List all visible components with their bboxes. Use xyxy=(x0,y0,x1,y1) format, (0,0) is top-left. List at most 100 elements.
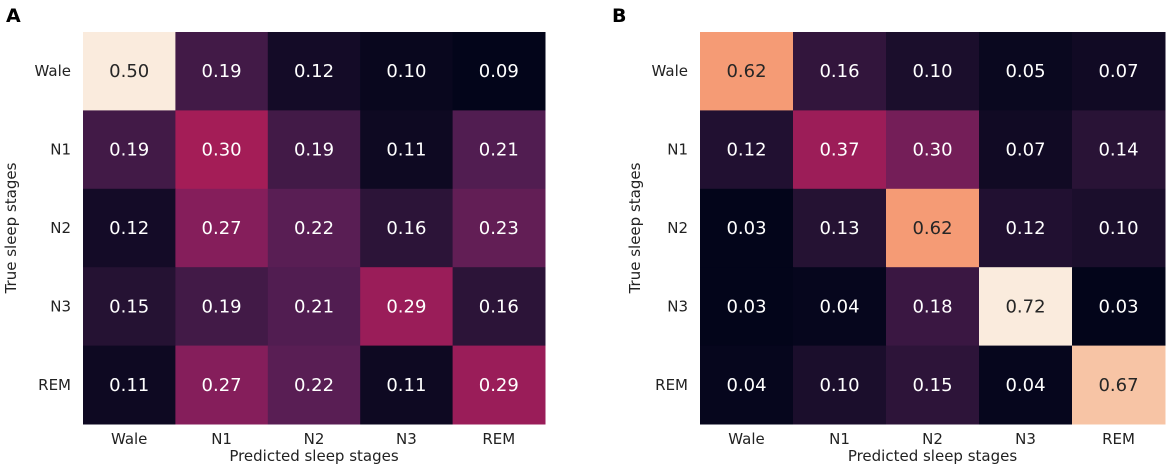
panel-a-cell-label-3-2: 0.21 xyxy=(294,296,334,317)
panel-a-cell-0-0 xyxy=(83,32,176,111)
panel-b-cell-label-2-1: 0.13 xyxy=(819,218,859,239)
panel-a-y-tick-2: N2 xyxy=(50,219,71,237)
panel-b-cell-0-1 xyxy=(793,32,887,111)
panel-a-cell-label-0-3: 0.10 xyxy=(386,61,426,82)
panel-a-x-tick-0: Wale xyxy=(111,430,147,448)
panel-a-cell-2-1 xyxy=(175,188,269,268)
panel-a-cell-label-2-3: 0.16 xyxy=(386,218,426,239)
panel-b-x-tick-1: N1 xyxy=(829,430,850,448)
panel-a-cell-0-4 xyxy=(452,32,546,111)
panel-b-cell-label-2-2: 0.62 xyxy=(912,218,952,239)
panel-b-cell-2-2 xyxy=(886,188,980,268)
panel-b-cell-label-2-4: 0.10 xyxy=(1098,218,1138,239)
panel-b-cell-label-1-1: 0.37 xyxy=(819,140,859,161)
panel-a-cell-0-1 xyxy=(175,32,269,111)
panel-a-x-tick-2: N2 xyxy=(304,430,325,448)
panel-a-y-tick-3: N3 xyxy=(50,297,71,315)
panel-a-cell-3-3 xyxy=(360,267,454,347)
panel-b-cell-label-4-2: 0.15 xyxy=(912,375,952,396)
panel-a-cell-label-4-4: 0.29 xyxy=(479,375,519,396)
panel-a-cell-label-4-0: 0.11 xyxy=(109,375,149,396)
panel-b-cell-label-4-3: 0.04 xyxy=(1005,375,1045,396)
panel-a-cell-label-4-2: 0.22 xyxy=(294,375,334,396)
panel-b-cell-2-3 xyxy=(979,188,1073,268)
panel-b-cell-label-0-2: 0.10 xyxy=(912,61,952,82)
panel-b-cell-4-2 xyxy=(886,345,980,425)
panel-a-cell-label-3-3: 0.29 xyxy=(386,296,426,317)
panel-b-cell-label-3-2: 0.18 xyxy=(912,296,952,317)
panel-b-x-tick-0: Wale xyxy=(728,430,764,448)
panel-b-y-tick-0: Wale xyxy=(652,62,688,80)
panel-b-cell-label-0-1: 0.16 xyxy=(819,61,859,82)
panel-a-cell-label-3-1: 0.19 xyxy=(202,296,242,317)
panel-b-cell-label-1-0: 0.12 xyxy=(726,140,766,161)
panel-b-cell-0-4 xyxy=(1072,32,1166,111)
panel-b-cell-4-0 xyxy=(700,345,794,425)
panel-a-cell-1-3 xyxy=(360,110,454,190)
panel-b-x-tick-3: N3 xyxy=(1015,430,1036,448)
panel-b-cell-label-0-4: 0.07 xyxy=(1098,61,1138,82)
panel-b-cell-3-1 xyxy=(793,267,887,347)
panel-b-y-tick-3: N3 xyxy=(667,297,688,315)
panel-b-cell-1-3 xyxy=(979,110,1073,190)
panel-b-cell-1-1 xyxy=(793,110,887,190)
panel-a-cell-label-1-1: 0.30 xyxy=(202,140,242,161)
panel-a-x-tick-4: REM xyxy=(482,430,515,448)
panel-b-cell-label-2-0: 0.03 xyxy=(726,218,766,239)
panel-a-cell-0-2 xyxy=(267,32,361,111)
panel-a-cell-1-0 xyxy=(83,110,176,190)
panel-a-cell-3-0 xyxy=(83,267,176,347)
panel-b-x-axis-label: Predicted sleep stages xyxy=(848,447,1018,465)
panel-b-cell-3-0 xyxy=(700,267,794,347)
panel-a-cell-label-1-4: 0.21 xyxy=(479,140,519,161)
panel-a-cell-label-2-0: 0.12 xyxy=(109,218,149,239)
panel-b-cell-label-3-3: 0.72 xyxy=(1005,296,1045,317)
panel-a-cell-label-0-2: 0.12 xyxy=(294,61,334,82)
panel-b-cell-4-1 xyxy=(793,345,887,425)
panel-a-cell-label-1-0: 0.19 xyxy=(109,140,149,161)
panel-a-cell-1-1 xyxy=(175,110,269,190)
panel-a-cell-0-3 xyxy=(360,32,454,111)
panel-b-y-tick-1: N1 xyxy=(667,141,688,159)
panel-b-x-tick-4: REM xyxy=(1102,430,1135,448)
panel-a-x-tick-1: N1 xyxy=(211,430,232,448)
panel-b-x-tick-2: N2 xyxy=(922,430,943,448)
panel-b-cell-2-4 xyxy=(1072,188,1166,268)
panel-a-cell-label-3-0: 0.15 xyxy=(109,296,149,317)
panel-a-cell-label-2-4: 0.23 xyxy=(479,218,519,239)
panel-a-letter: A xyxy=(6,5,21,27)
panel-a-cell-3-4 xyxy=(452,267,546,347)
panel-b-cell-4-4 xyxy=(1072,345,1166,425)
panel-b-letter: B xyxy=(612,5,626,27)
panel-a-cell-2-4 xyxy=(452,188,546,268)
panel-a-cell-label-2-1: 0.27 xyxy=(202,218,242,239)
panel-b-cell-3-2 xyxy=(886,267,980,347)
panel-b-y-tick-2: N2 xyxy=(667,219,688,237)
panel-a-cell-2-0 xyxy=(83,188,176,268)
panel-b-cell-0-0 xyxy=(700,32,794,111)
panel-a-cell-4-4 xyxy=(452,345,546,425)
panel-b-cell-label-4-1: 0.10 xyxy=(819,375,859,396)
panel-b-cell-label-0-0: 0.62 xyxy=(726,61,766,82)
panel-a-cell-4-3 xyxy=(360,345,454,425)
panel-b-cell-3-3 xyxy=(979,267,1073,347)
panel-a-y-tick-4: REM xyxy=(38,376,71,394)
panel-a-cell-1-2 xyxy=(267,110,361,190)
panel-a-y-tick-0: Wale xyxy=(35,62,71,80)
panel-a-cell-4-2 xyxy=(267,345,361,425)
panel-a-cell-label-0-4: 0.09 xyxy=(479,61,519,82)
panel-b-y-axis-label: True sleep stages xyxy=(626,162,644,294)
panel-a-y-axis-label: True sleep stages xyxy=(2,162,20,294)
panel-a-cell-3-1 xyxy=(175,267,269,347)
panel-a-cell-2-2 xyxy=(267,188,361,268)
panel-a-cell-label-2-2: 0.22 xyxy=(294,218,334,239)
panel-b-cell-label-2-3: 0.12 xyxy=(1005,218,1045,239)
panel-b-cell-label-4-0: 0.04 xyxy=(726,375,766,396)
panel-b-cell-label-3-1: 0.04 xyxy=(819,296,859,317)
panel-b-cell-label-3-0: 0.03 xyxy=(726,296,766,317)
panel-b-cell-0-3 xyxy=(979,32,1073,111)
panel-a-cell-4-0 xyxy=(83,345,176,425)
panel-a-cell-label-0-0: 0.50 xyxy=(109,61,149,82)
